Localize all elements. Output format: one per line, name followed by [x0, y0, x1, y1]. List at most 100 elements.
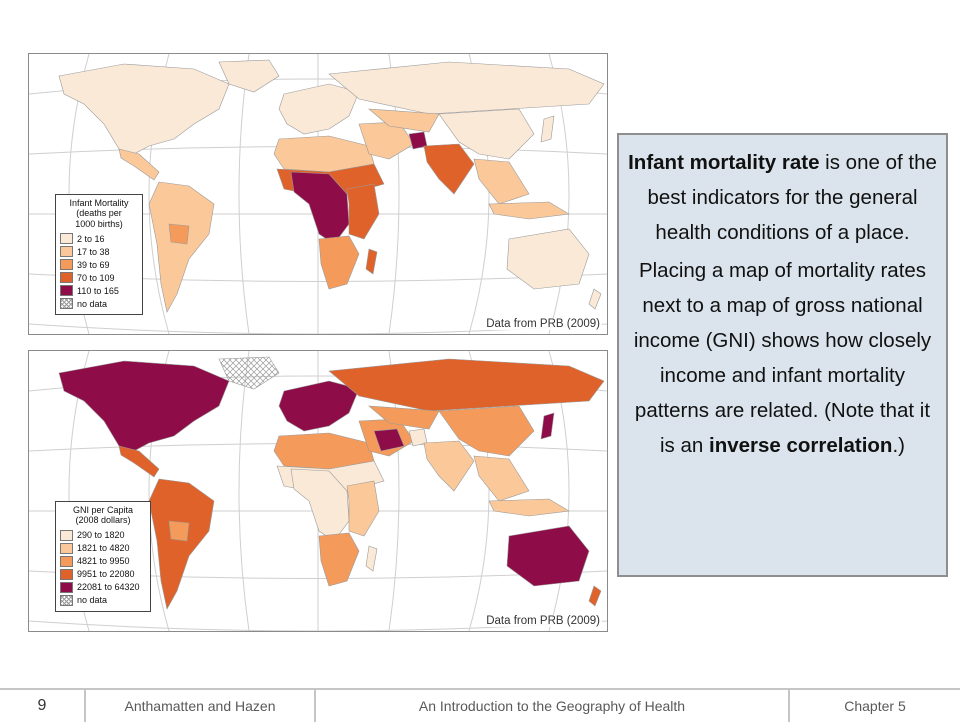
region-madagascar [365, 545, 378, 572]
region-new-zealand [588, 288, 602, 310]
legend-row: 22081 to 64320 [60, 581, 146, 594]
region-new-zealand [588, 585, 602, 607]
legend-swatch [60, 272, 73, 284]
region-bolivia-area [168, 520, 190, 542]
footer-book-title: An Introduction to the Geography of Heal… [316, 690, 790, 722]
region-greenland [218, 356, 280, 390]
region-central-asia [368, 405, 440, 430]
paragraph-2-end: .) [892, 434, 905, 457]
legend-swatch [60, 568, 73, 580]
legend-row: 2 to 16 [60, 232, 138, 245]
region-russia [328, 61, 605, 115]
region-china [438, 405, 535, 457]
term-infant-mortality-rate: Infant mortality rate [628, 151, 820, 174]
region-north-america [58, 63, 230, 155]
legend-row: no data [60, 297, 138, 310]
legend-row: 4821 to 9950 [60, 555, 146, 568]
region-southeast-asia [473, 158, 530, 205]
legend-label: 2 to 16 [77, 233, 105, 244]
legend-row: 70 to 109 [60, 271, 138, 284]
legend-title-main: Infant Mortality [69, 198, 129, 208]
region-europe [278, 380, 360, 432]
region-greenland [218, 59, 280, 93]
region-indonesia [488, 201, 570, 220]
legend-label: 4821 to 9950 [77, 556, 130, 567]
legend-swatch [60, 233, 73, 245]
legend-swatch [60, 581, 73, 593]
data-credit: Data from PRB (2009) [484, 615, 602, 627]
legend-label: 22081 to 64320 [77, 582, 140, 593]
region-australia [506, 228, 590, 290]
footer-authors: Anthamatten and Hazen [86, 690, 316, 722]
legend-row: 110 to 165 [60, 284, 138, 297]
region-central-america [118, 445, 160, 478]
legend-label: 110 to 165 [77, 285, 119, 296]
legend-swatch [60, 246, 73, 258]
legend-row: no data [60, 594, 146, 607]
data-credit: Data from PRB (2009) [484, 318, 602, 330]
region-russia [328, 358, 605, 412]
footer-chapter: Chapter 5 [844, 698, 906, 714]
legend-swatch [60, 298, 73, 310]
region-south-america [148, 478, 215, 610]
region-japan [540, 115, 555, 143]
region-south-asia [423, 143, 475, 195]
legend-swatch [60, 285, 73, 297]
region-southern-africa [318, 532, 360, 587]
region-central-asia [368, 108, 440, 133]
legend-label: 70 to 109 [77, 272, 115, 283]
region-east-africa [346, 480, 380, 537]
region-australia [506, 525, 590, 587]
region-east-africa [346, 183, 380, 240]
legend-label: 1821 to 4820 [77, 543, 130, 554]
region-japan [540, 412, 555, 440]
infant-mortality-map: Infant Mortality (deaths per 1000 births… [28, 53, 608, 335]
legend-swatch [60, 259, 73, 271]
legend-row: 39 to 69 [60, 258, 138, 271]
region-southern-africa [318, 235, 360, 290]
legend-label: no data [77, 298, 108, 309]
region-south-asia [423, 440, 475, 492]
paragraph-1: Infant mortality rate is one of the best… [625, 145, 940, 250]
legend-subtitle-1: (deaths per [76, 208, 122, 219]
legend-row: 290 to 1820 [60, 529, 146, 542]
region-saudi-arabia [373, 428, 405, 452]
region-madagascar [365, 248, 378, 275]
legend-items: 290 to 1820 1821 to 4820 4821 to 9950 9951 … [60, 529, 146, 607]
legend-label: 39 to 69 [77, 259, 110, 270]
infant-mortality-map-graphic [29, 54, 607, 334]
legend-swatch [60, 594, 73, 606]
map-legend: Infant Mortality (deaths per 1000 births… [55, 194, 143, 316]
legend-subtitle-1: (2008 dollars) [75, 515, 131, 526]
legend-swatch [60, 529, 73, 541]
legend-label: 17 to 38 [77, 246, 110, 257]
region-indonesia [488, 498, 570, 517]
paragraph-1-text: is one of the best indicators for the ge… [647, 151, 937, 244]
region-north-america [58, 360, 230, 452]
region-china [438, 108, 535, 160]
slide-footer: 9 Anthamatten and Hazen An Introduction … [0, 688, 960, 722]
region-bolivia-area [168, 223, 190, 245]
term-inverse-correlation: inverse correlation [709, 434, 893, 457]
legend-label: 9951 to 22080 [77, 569, 135, 580]
legend-row: 1821 to 4820 [60, 542, 146, 555]
page-number: 9 [0, 690, 86, 722]
legend-title: Infant Mortality (deaths per 1000 births… [60, 198, 138, 229]
map-legend: GNI per Capita (2008 dollars) 290 to 182… [55, 501, 151, 612]
gni-per-capita-map: GNI per Capita (2008 dollars) 290 to 182… [28, 350, 608, 632]
legend-row: 9951 to 22080 [60, 568, 146, 581]
region-southeast-asia [473, 455, 530, 502]
legend-row: 17 to 38 [60, 245, 138, 258]
legend-label: 290 to 1820 [77, 530, 125, 541]
region-europe [278, 83, 360, 135]
paragraph-2-text: Placing a map of mortality rates next to… [633, 259, 932, 457]
legend-swatch [60, 555, 73, 567]
legend-items: 2 to 16 17 to 38 39 to 69 70 to 109 110 to 1… [60, 232, 138, 310]
legend-label: no data [77, 595, 108, 606]
legend-title-main: GNI per Capita [72, 505, 134, 515]
explanation-textbox: Infant mortality rate is one of the best… [617, 133, 948, 577]
legend-subtitle-2: 1000 births) [75, 218, 123, 229]
legend-swatch [60, 542, 73, 554]
region-central-america [118, 148, 160, 181]
region-south-america [148, 181, 215, 313]
